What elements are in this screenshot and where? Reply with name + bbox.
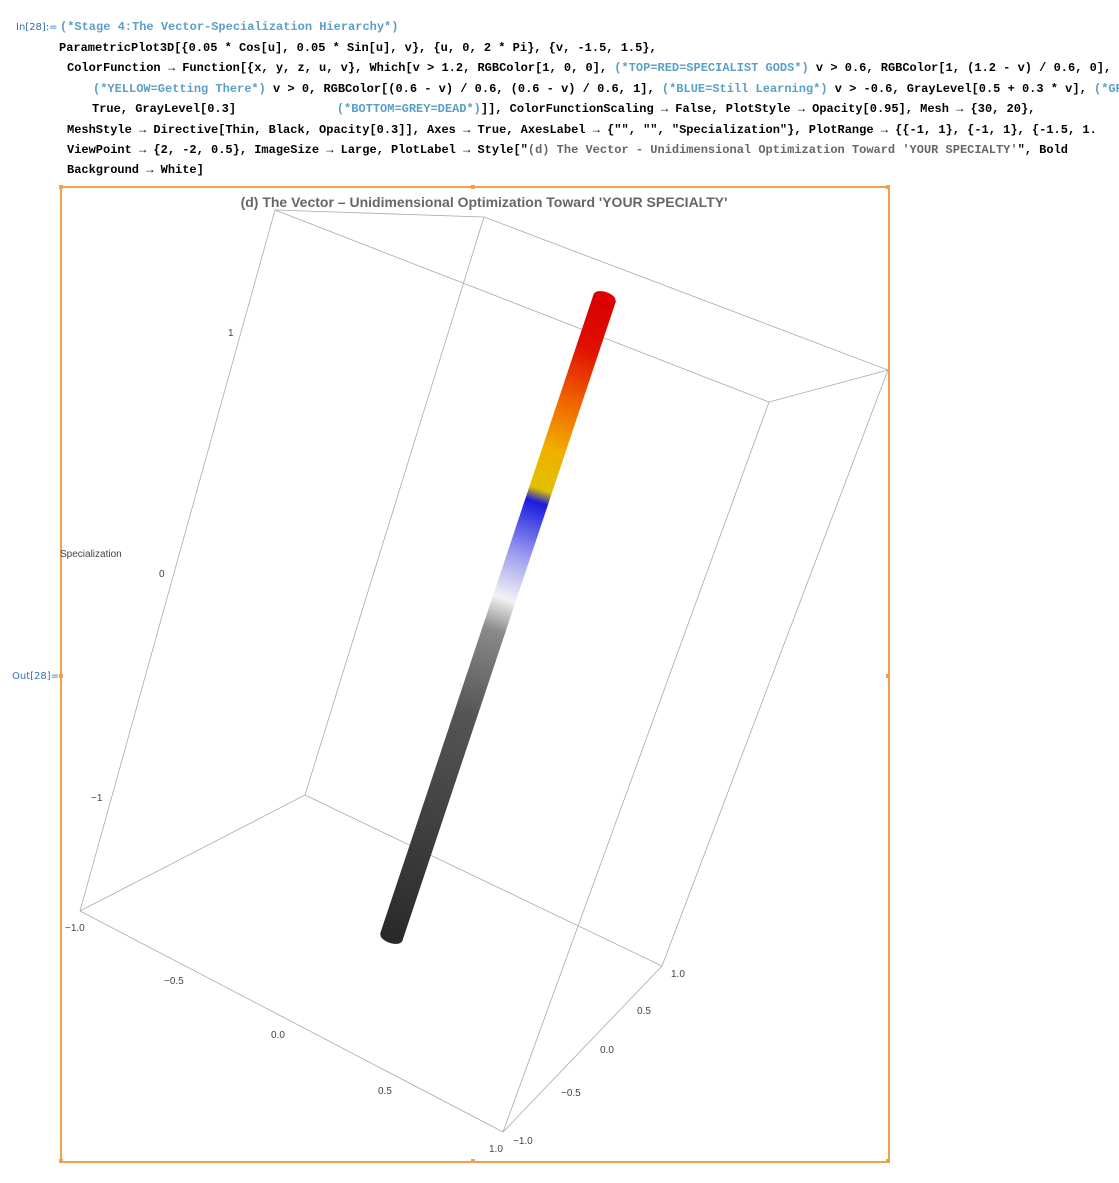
code-token: (*Stage 4:The Vector-Specialization Hier… bbox=[60, 20, 398, 34]
tick-label: −0.5 bbox=[561, 1088, 581, 1099]
code-line: True, GrayLevel[0.3] (*BOTTOM=GREY=DEAD*… bbox=[92, 102, 1035, 116]
tick-label: 0 bbox=[159, 569, 165, 580]
tick-label: 0.5 bbox=[637, 1006, 651, 1017]
code-line: ParametricPlot3D[{0.05 * Cos[u], 0.05 * … bbox=[59, 41, 657, 55]
plot-box bbox=[79, 209, 890, 1133]
code-line: (*YELLOW=Getting There*) v > 0, RGBColor… bbox=[93, 82, 1119, 96]
code-token: ViewPoint → {2, -2, 0.5}, ImageSize → La… bbox=[67, 143, 528, 157]
code-token: ColorFunction → Function[{x, y, z, u, v}… bbox=[67, 61, 614, 75]
code-token: (*TOP=RED=SPECIALIST GODS*) bbox=[614, 61, 808, 75]
code-token: ParametricPlot3D[{0.05 * Cos[u], 0.05 * … bbox=[59, 41, 657, 55]
frame-handles bbox=[59, 185, 890, 1163]
tick-label: 1 bbox=[228, 328, 234, 339]
code-line: ViewPoint → {2, -2, 0.5}, ImageSize → La… bbox=[67, 143, 1068, 157]
tick-label: 0.0 bbox=[271, 1030, 285, 1041]
tick-label: −1.0 bbox=[513, 1136, 533, 1147]
code-line: ColorFunction → Function[{x, y, z, u, v}… bbox=[67, 61, 1111, 75]
code-token: MeshStyle → Directive[Thin, Black, Opaci… bbox=[67, 123, 1097, 137]
code-token: (*BOTTOM=GREY=DEAD*) bbox=[337, 102, 481, 116]
tick-label: 0.5 bbox=[378, 1086, 392, 1097]
code-token: v > -0.6, GrayLevel[0.5 + 0.3 * v], bbox=[828, 82, 1094, 96]
tick-label: −1 bbox=[91, 793, 103, 804]
plot-title: (d) The Vector – Unidimensional Optimiza… bbox=[241, 194, 728, 210]
tick-label: −0.5 bbox=[164, 976, 184, 987]
axis-label: Specialization bbox=[60, 549, 122, 560]
tick-label: 0.0 bbox=[600, 1045, 614, 1056]
code-token: ", Bold bbox=[1018, 143, 1068, 157]
code-token: (d) The Vector - Unidimensional Optimiza… bbox=[528, 143, 1018, 157]
code-token: (*GREY bbox=[1094, 82, 1119, 96]
code-token: Background → White] bbox=[67, 163, 204, 177]
tick-label: −1.0 bbox=[65, 923, 85, 934]
code-token: (*BLUE=Still Learning*) bbox=[662, 82, 828, 96]
code-line: Background → White] bbox=[67, 163, 204, 177]
out-label: Out[28]= bbox=[12, 671, 59, 682]
code-line: (*Stage 4:The Vector-Specialization Hier… bbox=[60, 20, 398, 34]
code-token: v > 0, RGBColor[(0.6 - v) / 0.6, (0.6 - … bbox=[266, 82, 662, 96]
code-token: True, GrayLevel[0.3] bbox=[92, 102, 337, 116]
code-token: v > 0.6, RGBColor[1, (1.2 - v) / 0.6, 0]… bbox=[809, 61, 1111, 75]
in-label: In[28]:= bbox=[16, 22, 58, 33]
code-cell[interactable]: (*Stage 4:The Vector-Specialization Hier… bbox=[59, 20, 1119, 177]
tick-label: 1.0 bbox=[489, 1144, 503, 1155]
vector-rod bbox=[380, 291, 616, 944]
tick-label: 1.0 bbox=[671, 969, 685, 980]
tick-labels: 1 0 −1 −1.0 −0.5 0.0 0.5 1.0 1.0 0.5 0.0 −0.5 −1.0 bbox=[65, 328, 685, 1155]
code-token: ]], ColorFunctionScaling → False, PlotSt… bbox=[481, 102, 1036, 116]
code-line: MeshStyle → Directive[Thin, Black, Opaci… bbox=[67, 123, 1097, 137]
code-token: (*YELLOW=Getting There*) bbox=[93, 82, 266, 96]
